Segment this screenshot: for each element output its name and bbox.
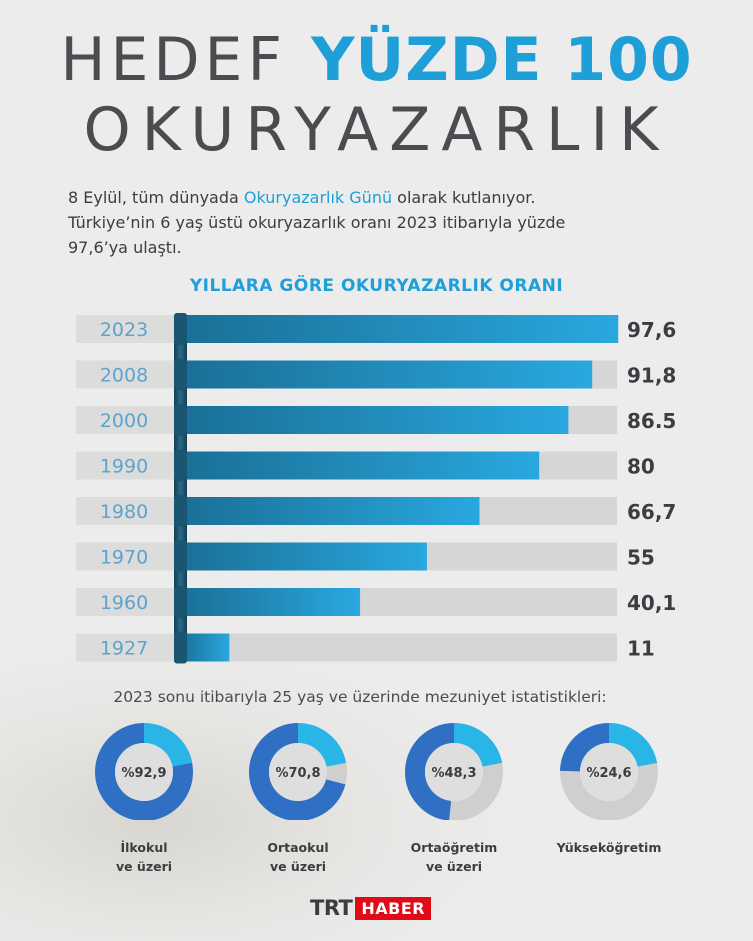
year-label: 2008 bbox=[100, 365, 148, 387]
donut-category-label: İlkokul ve üzeri bbox=[74, 838, 214, 876]
logo-haber: HABER bbox=[355, 896, 432, 920]
page-title-line2: OKURYAZARLIK bbox=[83, 95, 670, 165]
intro-line2: Türkiye’nin 6 yaş üstü okuryazarlık oran… bbox=[68, 213, 566, 232]
axis-knob bbox=[174, 449, 187, 482]
bar bbox=[180, 633, 230, 662]
year-label: 2000 bbox=[100, 410, 148, 432]
bar bbox=[180, 451, 540, 480]
value-label: 97,6 bbox=[627, 318, 676, 342]
value-label: 40,1 bbox=[627, 591, 676, 615]
donut-category-label: Yükseköğretim bbox=[539, 838, 679, 857]
year-label: 1927 bbox=[100, 638, 148, 660]
bar bbox=[180, 542, 427, 571]
axis-knob bbox=[174, 358, 187, 391]
year-label-box bbox=[76, 588, 176, 616]
year-label-box bbox=[76, 406, 176, 434]
bar bbox=[180, 588, 361, 616]
donut-hole bbox=[580, 743, 638, 801]
donut-highlight bbox=[249, 723, 347, 820]
bar-axis-spine bbox=[174, 313, 187, 664]
donut-value-label: %92,9 bbox=[121, 766, 166, 781]
value-label: 80 bbox=[627, 455, 655, 479]
graduation-title: 2023 sonu itibarıyla 25 yaş ve üzerinde … bbox=[113, 688, 607, 706]
intro-part2: olarak kutlanıyor. bbox=[392, 188, 536, 207]
chart-title: YILLARA GÖRE OKURYAZARLIK ORANI bbox=[189, 276, 564, 296]
axis-knob bbox=[174, 631, 187, 664]
intro-part1: 8 Eylül, tüm dünyada bbox=[68, 188, 244, 207]
year-label-box bbox=[76, 451, 176, 480]
donut-value-label: %70,8 bbox=[275, 766, 320, 781]
bar bbox=[180, 360, 593, 389]
intro-highlight: Okuryazarlık Günü bbox=[243, 188, 393, 207]
donut-label-line1: Ortaokul bbox=[267, 840, 329, 855]
year-label-box bbox=[76, 633, 176, 662]
value-label: 86.5 bbox=[627, 409, 676, 433]
donut-value-label: %48,3 bbox=[431, 766, 476, 781]
donut-hole bbox=[115, 743, 173, 801]
intro-line3: 97,6’ya ulaştı. bbox=[68, 238, 182, 257]
title-accent: YÜZDE 100 bbox=[311, 25, 693, 95]
axis-knob bbox=[174, 586, 187, 618]
year-label: 1970 bbox=[100, 547, 148, 569]
year-label: 1990 bbox=[100, 456, 148, 478]
logo-trt: TRT bbox=[310, 896, 353, 920]
bar bbox=[180, 315, 619, 343]
donut-category-label: Ortaokul ve üzeri bbox=[228, 838, 368, 876]
year-label: 2023 bbox=[100, 319, 148, 341]
title-muted: HEDEF bbox=[60, 25, 287, 95]
bar bbox=[180, 406, 569, 434]
donut-label-line2: ve üzeri bbox=[425, 859, 483, 874]
donut-value-label: %24,6 bbox=[586, 766, 631, 781]
year-label-box bbox=[76, 360, 176, 389]
trt-haber-logo: TRT HABER bbox=[310, 894, 432, 922]
axis-knob bbox=[174, 404, 187, 436]
donut-highlight bbox=[95, 723, 193, 820]
value-label: 91,8 bbox=[627, 364, 676, 388]
donut-label-line2: ve üzeri bbox=[115, 859, 173, 874]
intro-text: 8 Eylül, tüm dünyada Okuryazarlık Günü o… bbox=[68, 185, 708, 260]
year-label-box bbox=[76, 542, 176, 571]
value-label: 55 bbox=[627, 546, 655, 570]
donut-label-line2: ve üzeri bbox=[269, 859, 327, 874]
page-title-line1: HEDEF YÜZDE 100 bbox=[0, 22, 753, 98]
donut-highlight bbox=[405, 723, 503, 820]
donut-hole bbox=[269, 743, 327, 801]
axis-knob bbox=[174, 495, 187, 527]
donut-category-label: Ortaöğretim ve üzeri bbox=[384, 838, 524, 876]
bar bbox=[180, 497, 480, 525]
donut-label-line1: İlkokul bbox=[120, 840, 168, 855]
donut-label-line1: Yükseköğretim bbox=[556, 840, 662, 855]
year-label: 1980 bbox=[100, 501, 148, 523]
bar-track bbox=[180, 633, 617, 662]
axis-knob bbox=[174, 313, 187, 345]
donut-label-line1: Ortaöğretim bbox=[410, 840, 498, 855]
donut-charts: %92,9 %70,8 %48,3 %24,6 bbox=[95, 723, 658, 820]
year-label: 1960 bbox=[100, 592, 148, 614]
axis-knob bbox=[174, 540, 187, 573]
value-label: 66,7 bbox=[627, 500, 676, 524]
year-label-box bbox=[76, 497, 176, 525]
year-label-box bbox=[76, 315, 176, 343]
donut-hole bbox=[425, 743, 483, 801]
donut-highlight bbox=[560, 723, 658, 820]
bar-chart: 2023 97,6 2008 91,8 2000 86.5 1990 80 1980 66,7 19… bbox=[76, 313, 676, 664]
value-label: 11 bbox=[627, 637, 655, 661]
